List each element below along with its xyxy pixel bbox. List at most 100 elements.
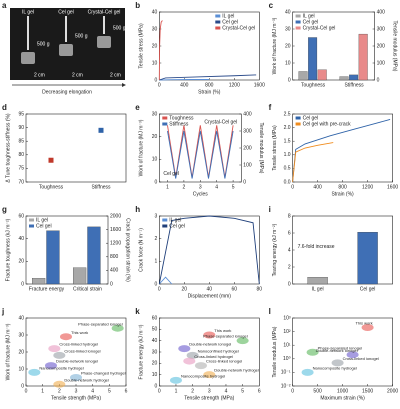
y2-axis-label: Crack propagation strain (%) bbox=[125, 218, 131, 282]
bubble bbox=[331, 359, 344, 367]
x-tick-label: Stiffness bbox=[345, 82, 365, 88]
y-axis-label: Tensile stress (MPa) bbox=[272, 125, 278, 171]
legend-swatch bbox=[162, 122, 168, 126]
line-series bbox=[158, 215, 260, 285]
y-tick-label: 30 bbox=[18, 332, 24, 338]
bubble-label: Cross-linked hydrogel bbox=[194, 354, 233, 359]
bubble bbox=[28, 368, 41, 376]
x-tick-label: Toughness bbox=[39, 184, 64, 190]
y-tick-label: 10⁰ bbox=[283, 356, 291, 362]
bubble bbox=[203, 331, 216, 339]
scale-label: 2 cm bbox=[110, 72, 121, 78]
x-tick-label: 0 bbox=[158, 82, 161, 88]
bar bbox=[46, 230, 60, 285]
bubble bbox=[301, 368, 314, 376]
y-tick-label: 95 bbox=[18, 111, 24, 117]
weight-label: 500 g bbox=[113, 25, 126, 31]
y2-tick-label: 1200 bbox=[110, 241, 121, 247]
y-axis-label: Fracture energy (kJ m⁻²) bbox=[139, 324, 145, 379]
y-axis-label: Work of fracture (MJ m⁻³) bbox=[272, 17, 278, 74]
x-tick-label: 2 bbox=[183, 184, 186, 190]
legend-label: Cel gel bbox=[36, 223, 52, 229]
line-series bbox=[292, 119, 391, 183]
x-tick-label: 1200 bbox=[362, 184, 373, 190]
legend-label: IL gel bbox=[169, 217, 181, 223]
legend-label: Stiffness bbox=[169, 121, 189, 127]
x-tick-label: Fracture energy bbox=[29, 286, 65, 292]
bar bbox=[308, 37, 318, 81]
panel-label: a bbox=[2, 1, 7, 10]
bar bbox=[87, 226, 101, 285]
y-tick-label: 1.0 bbox=[284, 152, 291, 158]
x-tick-label: 4 bbox=[215, 184, 218, 190]
bubble-label: This work bbox=[355, 321, 372, 326]
bar bbox=[358, 33, 368, 81]
y-tick-label: 10 bbox=[152, 157, 158, 163]
legend-swatch bbox=[215, 14, 221, 18]
legend-label: Cel gel bbox=[303, 115, 319, 121]
photo-label: Cel gel bbox=[58, 9, 74, 15]
y-axis-label: Work of fracture (MJ m⁻³) bbox=[139, 119, 145, 176]
legend-swatch bbox=[162, 116, 168, 120]
y-tick-label: 10 bbox=[18, 366, 24, 372]
panel-label: h bbox=[135, 205, 140, 214]
line-series bbox=[292, 142, 334, 183]
legend-swatch bbox=[162, 224, 168, 228]
x-tick-label: 2 bbox=[58, 388, 61, 394]
bubble-label: Double-network ionogel bbox=[316, 348, 358, 353]
bubble-label: Phase-separated ionogel bbox=[203, 334, 248, 339]
x-tick-label: 400 bbox=[313, 184, 322, 190]
x-tick-label: 0 bbox=[291, 184, 294, 190]
y-tick-label: 0 bbox=[155, 281, 158, 287]
y-tick-label: 0 bbox=[288, 281, 291, 287]
x-tick-label: 1200 bbox=[229, 82, 240, 88]
bubble bbox=[169, 376, 182, 384]
panel-label: c bbox=[269, 1, 274, 10]
y2-tick-label: 0 bbox=[110, 281, 113, 287]
x-tick-label: Toughness bbox=[301, 82, 326, 88]
legend-label: IL gel bbox=[222, 13, 234, 19]
y-tick-label: 85 bbox=[18, 139, 24, 145]
y-tick-label: 10⁻¹ bbox=[281, 370, 291, 376]
y-tick-label: 0 bbox=[155, 179, 158, 185]
y-tick-label: 0.5 bbox=[284, 166, 291, 172]
bar bbox=[317, 69, 327, 81]
bubble bbox=[361, 324, 374, 332]
y-tick-label: 10³ bbox=[283, 315, 291, 321]
y-tick-label: 30 bbox=[152, 349, 158, 355]
bubble bbox=[306, 348, 319, 356]
dot bbox=[98, 127, 104, 133]
bubble bbox=[236, 337, 249, 345]
x-tick-label: 3 bbox=[208, 388, 211, 394]
scale-label: 2 cm bbox=[34, 72, 45, 78]
y-tick-label: 10 bbox=[285, 60, 291, 66]
y-tick-label: 6 bbox=[288, 230, 291, 236]
y-tick-label: 0 bbox=[288, 77, 291, 83]
bubble bbox=[48, 345, 61, 353]
legend-swatch bbox=[295, 122, 301, 126]
x-tick-label: 800 bbox=[338, 184, 347, 190]
x-axis-label: Displacement (mm) bbox=[188, 293, 232, 299]
y-axis-label: Tensile modulus (MPa) bbox=[272, 326, 278, 377]
weight-label: 500 g bbox=[75, 33, 88, 39]
y-tick-label: 0 bbox=[21, 281, 24, 287]
y-tick-label: 30 bbox=[152, 26, 158, 32]
y-tick-label: 2.0 bbox=[284, 125, 291, 131]
y2-tick-label: 300 bbox=[243, 128, 252, 134]
legend-label: Crystal-Cel gel bbox=[222, 25, 255, 31]
y-tick-label: 40 bbox=[285, 9, 291, 15]
y-tick-label: 40 bbox=[152, 338, 158, 344]
caption: Decreasing elongation bbox=[42, 89, 92, 95]
y-axis-label: Tensile stress (MPa) bbox=[139, 23, 145, 69]
y2-tick-label: 100 bbox=[243, 162, 252, 168]
bubble bbox=[178, 345, 191, 353]
y-tick-label: 3 bbox=[155, 213, 158, 219]
x-axis-label: Cycles bbox=[193, 191, 209, 197]
x-tick-label: 1000 bbox=[337, 388, 348, 394]
y-tick-label: 20 bbox=[152, 43, 158, 49]
x-tick-label: 0 bbox=[158, 286, 161, 292]
y-tick-label: 75 bbox=[18, 166, 24, 172]
legend-label: Crystal-Cel gel bbox=[303, 25, 336, 31]
x-axis-label: Strain (%) bbox=[331, 191, 354, 197]
legend-label: Toughness bbox=[169, 115, 194, 121]
